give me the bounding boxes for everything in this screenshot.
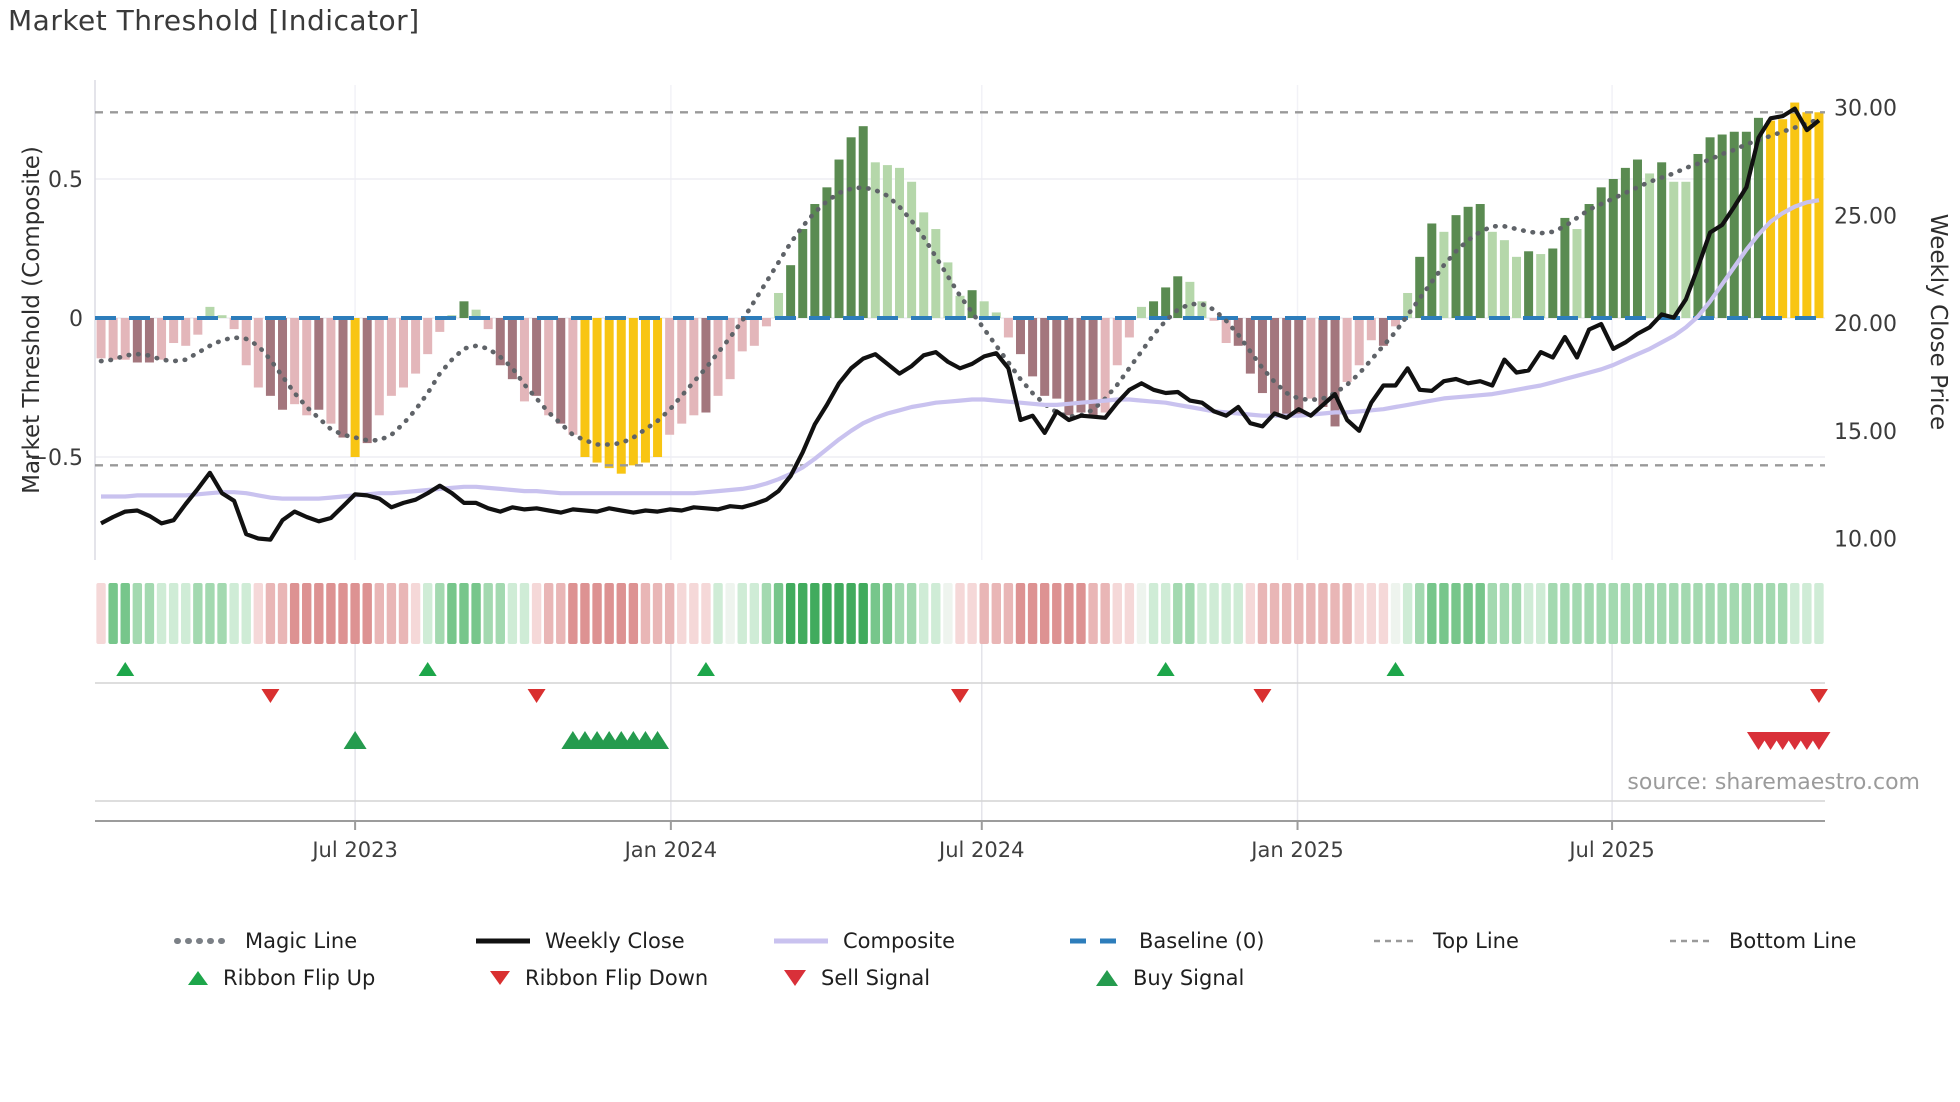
- triangle-down-icon: [490, 971, 510, 985]
- svg-text:Jan 2024: Jan 2024: [623, 838, 718, 862]
- legend-item-ribbon-flip-down: Ribbon Flip Down: [488, 965, 708, 991]
- triangle-up-icon: [188, 971, 208, 985]
- svg-text:Jul 2025: Jul 2025: [1567, 838, 1654, 862]
- legend-item-bottom-line: Bottom Line: [1668, 928, 1856, 954]
- dashed-line-icon: [1070, 938, 1124, 944]
- legend-item-composite: Composite: [772, 928, 955, 954]
- legend-item-ribbon-flip-up: Ribbon Flip Up: [186, 965, 375, 991]
- svg-text:30.00: 30.00: [1834, 97, 1897, 122]
- solid-line-icon: [774, 938, 828, 944]
- svg-text:10.00: 10.00: [1834, 528, 1897, 553]
- legend-item-sell-signal: Sell Signal: [782, 965, 930, 991]
- legend-item-top-line: Top Line: [1372, 928, 1519, 954]
- legend-item-baseline: Baseline (0): [1068, 928, 1264, 954]
- indicator-chart: 0.5 0 −0.5 30.00 25.00 20.00 15.00 10.00 Jul 202…: [30, 80, 1897, 862]
- legend-item-buy-signal: Buy Signal: [1094, 965, 1244, 991]
- dash-line-icon: [1670, 939, 1714, 943]
- svg-text:20.00: 20.00: [1834, 312, 1897, 337]
- legend-item-weekly-close: Weekly Close: [474, 928, 685, 954]
- triangle-down-icon: [784, 970, 806, 986]
- dotted-line-icon: [174, 938, 232, 944]
- solid-line-icon: [476, 938, 530, 944]
- source-credit: source: sharemaestro.com: [1627, 770, 1920, 795]
- svg-text:Jul 2024: Jul 2024: [937, 838, 1024, 862]
- triangle-up-icon: [1096, 970, 1118, 986]
- svg-text:0: 0: [69, 307, 83, 332]
- svg-text:15.00: 15.00: [1834, 420, 1897, 445]
- chart-title: Market Threshold [Indicator]: [8, 4, 420, 37]
- legend-item-magic-line: Magic Line: [174, 928, 357, 954]
- svg-text:Jul 2023: Jul 2023: [310, 838, 397, 862]
- svg-text:0.5: 0.5: [48, 168, 83, 193]
- svg-text:Jan 2025: Jan 2025: [1249, 838, 1344, 862]
- svg-text:25.00: 25.00: [1834, 204, 1897, 229]
- dash-line-icon: [1374, 939, 1418, 943]
- svg-text:−0.5: −0.5: [30, 446, 83, 471]
